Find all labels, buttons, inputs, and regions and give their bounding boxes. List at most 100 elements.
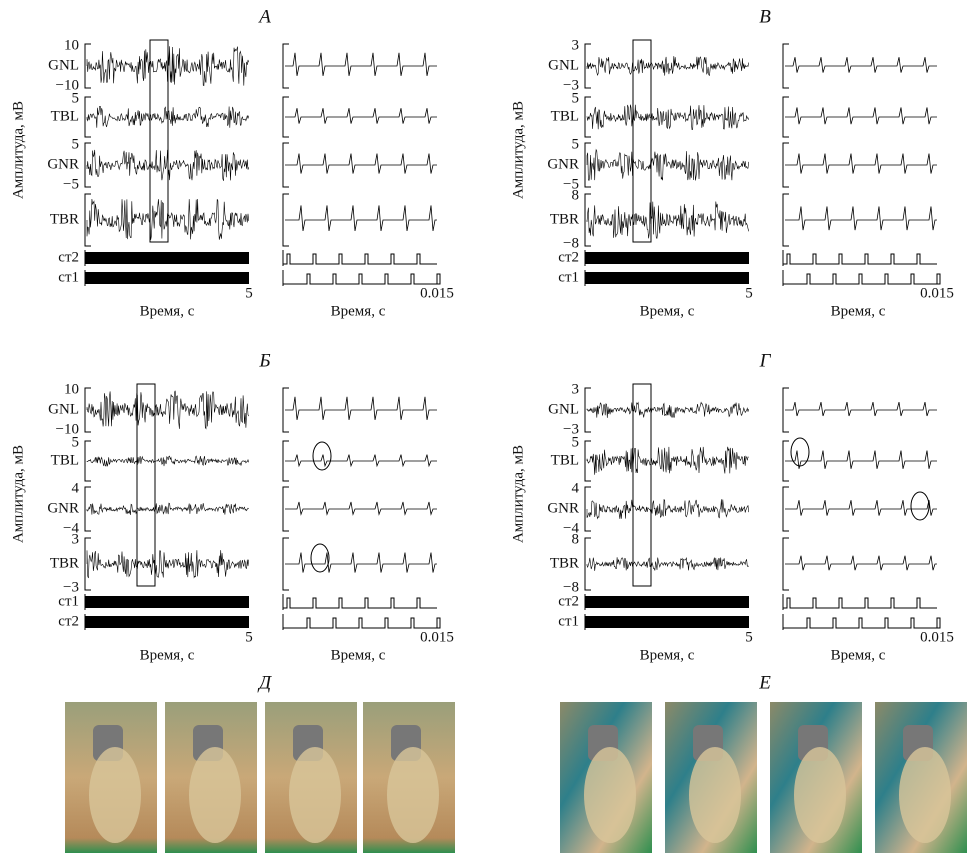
channel-name: GNR [547,156,579,172]
axis-bracket [584,440,591,482]
panel-title: Г [759,350,772,371]
tick-label: −8 [563,235,579,251]
stim-pulses [783,273,941,285]
photo-animal [387,747,439,843]
photo-title: Е [758,672,771,693]
zoom-trace [785,401,937,417]
x-axis-label: Время, с [331,647,386,663]
tick-label: 8 [572,531,580,547]
tick-label: 5 [572,136,580,152]
x-axis-label: Время, с [831,647,886,663]
x-axis-label: Время, с [140,303,195,319]
tick-label: 4 [72,480,80,496]
selection-box [632,383,652,587]
stim-label: ст1 [558,613,579,629]
channel-name: GNR [547,500,579,516]
axis-bracket [584,486,591,532]
tick-label: 5 [572,434,580,450]
photo-title: Д [257,672,272,693]
photo-animal [189,747,241,843]
axis-bracket [584,193,591,247]
axis-bracket [282,43,289,89]
stim-bar [585,616,749,628]
channel-name: GNL [548,401,579,417]
axis-bracket [782,387,789,433]
photo-animal [89,747,141,843]
tick-label: −5 [63,176,79,192]
axis-bracket [282,537,289,591]
axis-bracket [584,43,591,89]
stim-bar [85,272,249,284]
tick-label: 5 [72,90,80,106]
channel-name: TBR [50,555,79,571]
zoom-trace [285,205,437,231]
zoom-trace [285,552,437,573]
zoom-trace [785,555,937,571]
tick-label: 8 [572,187,580,203]
axis-bracket [782,142,789,188]
selection-box [149,39,169,243]
stim-label: ст1 [558,269,579,285]
zoom-trace [285,153,437,174]
tick-label: −8 [563,579,579,595]
channel-name: GNL [548,57,579,73]
stim-pulses [783,617,941,629]
panel-title: А [257,6,271,27]
y-axis-label: Амплитуда, мВ [10,101,26,199]
channel-name: GNL [48,401,79,417]
panel-title: В [759,6,771,27]
zoom-trace [785,500,937,516]
axis-bracket [84,387,91,433]
tick-label: 3 [572,381,580,397]
channel-name: GNL [48,57,79,73]
axis-bracket [84,537,91,591]
photo-animal [689,747,741,843]
emg-trace [86,390,249,430]
emg-trace [86,455,249,467]
zoom-trace [285,108,437,124]
tick-label: 4 [572,480,580,496]
stim-label: ст1 [58,269,79,285]
stim-bar [85,616,249,628]
axis-bracket [782,440,789,482]
x-end-label: 5 [245,629,253,645]
axis-bracket [282,193,289,247]
x-end-label: 0.015 [420,285,454,301]
stim-pulses [283,597,437,609]
axis-bracket [782,193,789,247]
highlight-circle [310,543,330,573]
stim-bar [85,252,249,264]
stim-label: ст2 [58,613,79,629]
tick-label: 3 [572,37,580,53]
x-end-label: 0.015 [920,285,954,301]
stim-bar [585,252,749,264]
tick-label: −5 [563,176,579,192]
axis-bracket [84,142,91,188]
axis-bracket [782,537,789,591]
emg-trace [586,104,749,130]
y-axis-label: Амплитуда, мВ [510,445,526,543]
tick-label: 5 [72,136,80,152]
axis-bracket [584,142,591,188]
stim-label: ст2 [58,249,79,265]
emg-trace [586,56,749,77]
channel-name: TBR [50,211,79,227]
channel-name: TBR [550,211,579,227]
stim-label: ст2 [558,249,579,265]
x-axis-label: Время, с [640,303,695,319]
selection-box [632,39,652,243]
axis-bracket [282,96,289,138]
channel-name: GNR [47,156,79,172]
photo-animal [794,747,846,843]
emg-trace [586,201,749,239]
emg-trace [586,446,749,475]
x-axis-label: Время, с [831,303,886,319]
channel-name: TBL [551,452,579,468]
highlight-circle [910,491,930,521]
zoom-trace [785,153,937,174]
axis-bracket [782,486,789,532]
tick-label: −3 [563,77,579,93]
zoom-trace [285,52,437,76]
tick-label: 5 [72,434,80,450]
axis-bracket [584,96,591,138]
